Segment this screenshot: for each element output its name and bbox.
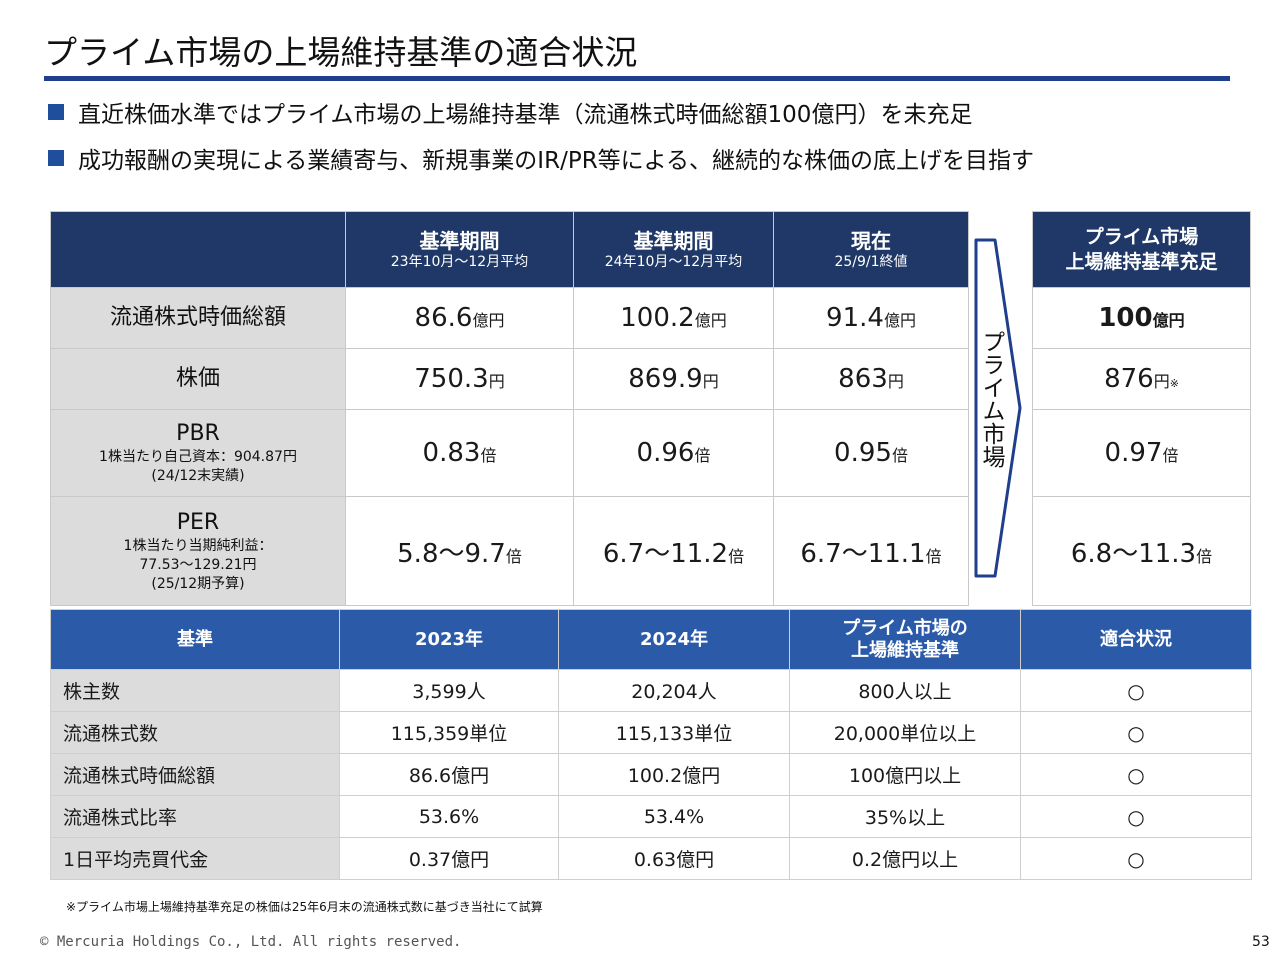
title-rule [44,76,1230,81]
footnote: ※プライム市場上場維持基準充足の株価は25年6月末の流通株式数に基づき当社にて試… [66,900,543,914]
header-prime-standard: プライム市場の 上場維持基準 [789,609,1021,670]
value-cell: 0.83倍 [345,409,574,497]
bullet-text: 直近株価水準ではプライム市場の上場維持基準（流通株式時価総額100億円）を未充足 [78,102,973,128]
page-title: プライム市場の上場維持基準の適合状況 [44,33,638,72]
table-row: PBR 1株当たり自己資本：904.87円 (24/12末実績) 0.83倍 0… [50,409,969,497]
cell: 115,133単位 [558,711,790,754]
value-cell: 0.96倍 [573,409,774,497]
target-value: 876円※ [1032,348,1251,410]
header-status: 適合状況 [1020,609,1252,670]
value-cell: 863円 [773,348,969,410]
row-label: PBR 1株当たり自己資本：904.87円 (24/12末実績) [50,409,346,497]
header-period-2023: 基準期間 23年10月～12月平均 [345,211,574,288]
cell: 3,599人 [339,669,559,712]
bullet-2: 成功報酬の実現による業績寄与、新規事業のIR/PR等による、継続的な株価の底上げ… [48,141,1034,175]
table-row: 流通株式時価総額 86.6億円 100.2億円 100億円以上 ○ [50,753,1252,796]
row-label: 流通株式数 [50,711,340,754]
cell: 0.2億円以上 [789,837,1021,880]
criteria-table: 基準 2023年 2024年 プライム市場の 上場維持基準 適合状況 株主数 3… [50,609,1252,880]
bullet-text: 成功報酬の実現による業績寄与、新規事業のIR/PR等による、継続的な株価の底上げ… [78,148,1034,174]
table-row: 1日平均売買代金 0.37億円 0.63億円 0.2億円以上 ○ [50,837,1252,880]
value-cell: 6.7～11.1倍 [773,496,969,606]
row-label: 1日平均売買代金 [50,837,340,880]
page-number: 53 [1252,934,1270,950]
cell: 100.2億円 [558,753,790,796]
header-2023: 2023年 [339,609,559,670]
table-row: 株主数 3,599人 20,204人 800人以上 ○ [50,669,1252,712]
row-label: 流通株式時価総額 [50,753,340,796]
value-cell: 5.8～9.7倍 [345,496,574,606]
cell: 53.6% [339,795,559,838]
table-row: 株価 750.3円 869.9円 863円 [50,348,969,410]
header-corner [50,211,346,288]
cell: 35%以上 [789,795,1021,838]
header-2024: 2024年 [558,609,790,670]
copyright: © Mercuria Holdings Co., Ltd. All rights… [40,934,462,950]
value-cell: 86.6億円 [345,287,574,349]
cell: 86.6億円 [339,753,559,796]
status-circle-icon: ○ [1020,795,1252,838]
value-cell: 6.7～11.2倍 [573,496,774,606]
cell: 0.63億円 [558,837,790,880]
table-row: 流通株式数 115,359単位 115,133単位 20,000単位以上 ○ [50,711,1252,754]
row-label: 株主数 [50,669,340,712]
table-row: 流通株式比率 53.6% 53.4% 35%以上 ○ [50,795,1252,838]
target-value: 100億円 [1032,287,1251,349]
row-label: 株価 [50,348,346,410]
table-row: PER 1株当たり当期純利益： 77.53～129.21円 (25/12期予算)… [50,496,969,606]
bullet-square-icon [48,150,64,166]
comparison-table: 基準期間 23年10月～12月平均 基準期間 24年10月～12月平均 現在 2… [50,211,969,606]
cell: 53.4% [558,795,790,838]
value-cell: 0.95倍 [773,409,969,497]
status-circle-icon: ○ [1020,837,1252,880]
arrow-right-icon [974,238,1022,578]
table-row: 流通株式時価総額 86.6億円 100.2億円 91.4億円 [50,287,969,349]
target-value: 6.8～11.3倍 [1032,496,1251,606]
cell: 0.37億円 [339,837,559,880]
target-table: プライム市場 上場維持基準充足 100億円 876円※ 0.97倍 6.8～11… [1032,211,1251,606]
value-cell: 91.4億円 [773,287,969,349]
cell: 800人以上 [789,669,1021,712]
cell: 20,000単位以上 [789,711,1021,754]
status-circle-icon: ○ [1020,711,1252,754]
bullet-1: 直近株価水準ではプライム市場の上場維持基準（流通株式時価総額100億円）を未充足 [48,95,972,129]
value-cell: 750.3円 [345,348,574,410]
cell: 20,204人 [558,669,790,712]
header-criteria: 基準 [50,609,340,670]
note-mark: ※ [1169,377,1179,390]
cell: 115,359単位 [339,711,559,754]
value-cell: 100.2億円 [573,287,774,349]
cell: 100億円以上 [789,753,1021,796]
row-label: 流通株式比率 [50,795,340,838]
header-period-2024: 基準期間 24年10月～12月平均 [573,211,774,288]
target-header: プライム市場 上場維持基準充足 [1032,211,1251,288]
status-circle-icon: ○ [1020,669,1252,712]
value-cell: 869.9円 [573,348,774,410]
row-label: PER 1株当たり当期純利益： 77.53～129.21円 (25/12期予算) [50,496,346,606]
bullet-square-icon [48,104,64,120]
header-current: 現在 25/9/1終値 [773,211,969,288]
status-circle-icon: ○ [1020,753,1252,796]
arrow-label: プライム市場 [978,330,1004,468]
row-label: 流通株式時価総額 [50,287,346,349]
target-value: 0.97倍 [1032,409,1251,497]
